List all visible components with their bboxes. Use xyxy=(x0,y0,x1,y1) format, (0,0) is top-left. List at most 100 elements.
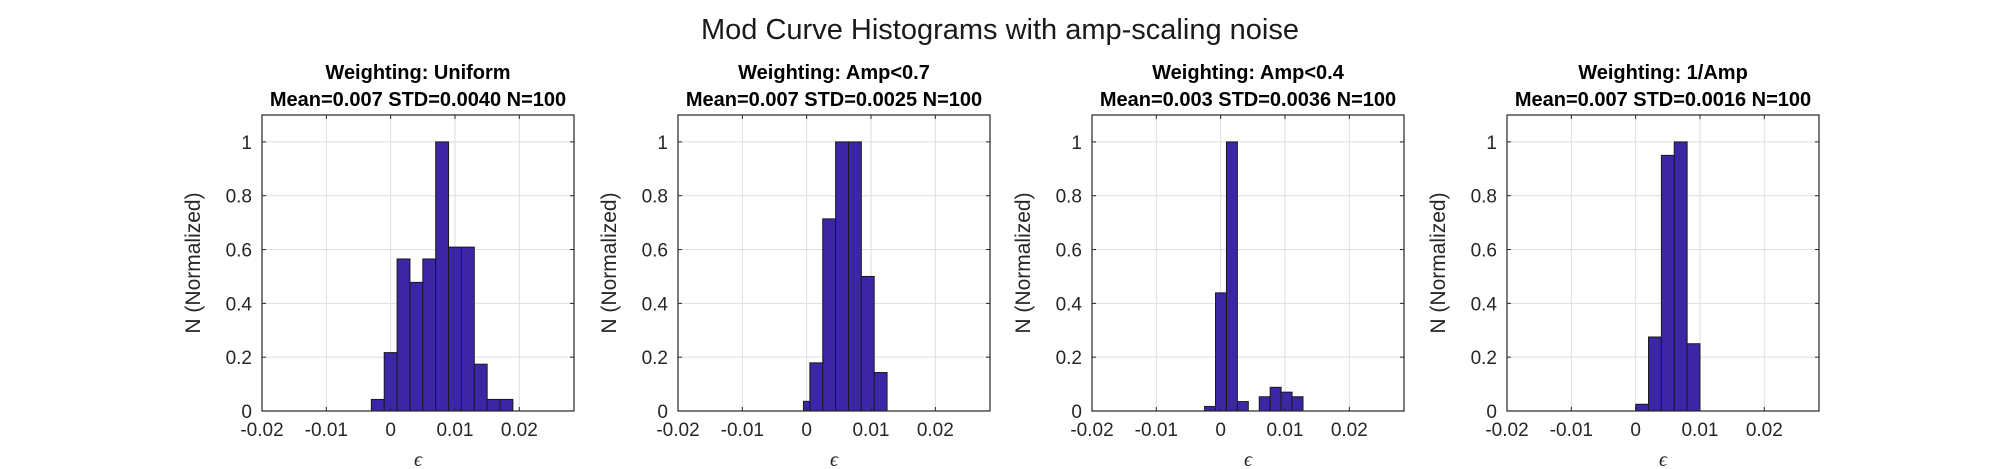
histogram-panel-4: -0.02 -0.01 0 0.01 0.02 0 0.2 0.4 0.6 0.8 1 Weighti… xyxy=(1427,62,1820,469)
x-tick-label: -0.01 xyxy=(721,420,764,441)
histogram-bar xyxy=(370,398,385,412)
y-tick-label: 0.6 xyxy=(226,241,252,262)
axes-box xyxy=(1091,114,1405,412)
histogram-bar xyxy=(396,258,411,412)
y-axis-label: N (Normalized) xyxy=(1012,192,1035,333)
x-tick-label: -0.01 xyxy=(1135,420,1178,441)
histogram-bar xyxy=(873,372,888,412)
histogram-bar xyxy=(409,281,424,412)
histogram-bar xyxy=(1280,391,1293,412)
panel-stats: Mean=0.007 STD=0.0025 N=100 xyxy=(686,89,982,111)
y-tick-label: 0.8 xyxy=(226,187,252,208)
x-axis-label: ϵ xyxy=(414,449,423,469)
histogram-bar xyxy=(1236,401,1249,412)
y-tick-label: 0.4 xyxy=(1471,294,1498,315)
y-tick-label: 0 xyxy=(1486,402,1497,423)
panel-title: Weighting: Uniform xyxy=(325,62,510,84)
axes-box xyxy=(1506,114,1820,412)
y-axis-label: N (Normalized) xyxy=(1427,192,1450,333)
histogram-bar xyxy=(460,246,475,412)
histogram-bar xyxy=(1204,405,1217,412)
x-tick-label: -0.01 xyxy=(1550,420,1593,441)
x-tick-label: 0.01 xyxy=(852,420,889,441)
x-axis-label: ϵ xyxy=(1659,449,1668,469)
panel-stats: Mean=0.007 STD=0.0016 N=100 xyxy=(1515,89,1811,111)
y-tick-label: 0.6 xyxy=(1471,241,1497,262)
y-tick-label: 0.6 xyxy=(642,241,668,262)
histogram-bar xyxy=(809,362,824,412)
y-axis-label: N (Normalized) xyxy=(182,192,205,333)
x-axis-label: ϵ xyxy=(830,449,839,469)
histogram-bar xyxy=(486,398,501,412)
x-tick-label: 0 xyxy=(801,420,812,441)
y-tick-label: 0 xyxy=(241,402,252,423)
x-tick-label: 0.02 xyxy=(917,420,954,441)
y-tick-label: 1 xyxy=(1071,133,1082,154)
x-tick-label: 0.02 xyxy=(1331,420,1368,441)
axes-box xyxy=(261,114,575,412)
y-tick-label: 0.8 xyxy=(1056,187,1082,208)
panel-stats: Mean=0.007 STD=0.0040 N=100 xyxy=(270,89,566,111)
y-axis-label: N (Normalized) xyxy=(598,192,621,333)
histogram-bar xyxy=(822,218,837,412)
figure-title: Mod Curve Histograms with amp-scaling no… xyxy=(701,14,1299,46)
histogram-bar xyxy=(1660,154,1675,412)
histogram-bar xyxy=(847,141,862,412)
histogram-bar xyxy=(383,352,398,412)
histogram-bar xyxy=(435,141,450,412)
panel-title: Weighting: 1/Amp xyxy=(1578,62,1748,84)
histogram-panel-1: -0.02 -0.01 0 0.01 0.02 0 0.2 0.4 0.6 0.8 1 Weighti… xyxy=(182,62,575,469)
y-tick-label: 0 xyxy=(657,402,668,423)
histogram-bar xyxy=(1648,336,1662,412)
axes-box xyxy=(677,114,991,412)
x-tick-label: 0.01 xyxy=(1266,420,1303,441)
y-tick-label: 0.8 xyxy=(642,187,668,208)
y-tick-label: 1 xyxy=(657,133,668,154)
y-tick-label: 0 xyxy=(1071,402,1082,423)
histogram-bar xyxy=(1686,343,1701,412)
panel-title: Weighting: Amp<0.4 xyxy=(1152,62,1345,84)
x-tick-label: -0.02 xyxy=(1485,420,1528,441)
y-tick-label: 0.4 xyxy=(1056,294,1083,315)
histogram-bar xyxy=(1258,396,1271,412)
histogram-bar xyxy=(1225,141,1238,412)
histogram-panel-2: -0.02 -0.01 0 0.01 0.02 0 0.2 0.4 0.6 0.8 1 Weighti… xyxy=(598,62,991,469)
x-axis-label: ϵ xyxy=(1244,449,1253,469)
histogram-bar xyxy=(1215,292,1227,412)
panels: -0.02 -0.01 0 0.01 0.02 0 0.2 0.4 0.6 0.8 1 Weighti… xyxy=(182,62,1820,469)
histogram-bar xyxy=(1635,403,1650,412)
x-tick-label: -0.02 xyxy=(1070,420,1113,441)
x-tick-label: -0.02 xyxy=(656,420,699,441)
x-tick-label: -0.01 xyxy=(305,420,348,441)
x-tick-label: 0.01 xyxy=(436,420,473,441)
histogram-bar xyxy=(1269,386,1282,412)
histogram-bar xyxy=(422,258,437,412)
histogram-bar xyxy=(835,141,849,412)
histogram-bar xyxy=(499,398,514,412)
histogram-bar xyxy=(1291,396,1304,412)
y-tick-label: 0.8 xyxy=(1471,187,1497,208)
x-tick-label: 0 xyxy=(1630,420,1641,441)
y-tick-label: 0.2 xyxy=(1056,348,1082,369)
y-tick-label: 0.4 xyxy=(226,294,253,315)
y-tick-label: 0.2 xyxy=(226,348,252,369)
y-tick-label: 0.2 xyxy=(1471,348,1497,369)
x-tick-label: 0.01 xyxy=(1681,420,1718,441)
y-tick-label: 1 xyxy=(241,133,252,154)
x-tick-label: -0.02 xyxy=(240,420,283,441)
histogram-bar xyxy=(1673,141,1688,412)
histogram-bar xyxy=(448,246,462,412)
plot-area xyxy=(1092,115,1404,411)
y-tick-label: 0.2 xyxy=(642,348,668,369)
panel-title: Weighting: Amp<0.7 xyxy=(738,62,930,84)
y-tick-label: 0.6 xyxy=(1056,241,1082,262)
y-tick-label: 1 xyxy=(1486,133,1497,154)
histogram-bar xyxy=(860,275,875,412)
histogram-bar xyxy=(473,363,488,412)
x-tick-label: 0.02 xyxy=(1746,420,1783,441)
panel-stats: Mean=0.003 STD=0.0036 N=100 xyxy=(1100,89,1396,111)
y-tick-label: 0.4 xyxy=(642,294,669,315)
x-tick-label: 0.02 xyxy=(501,420,538,441)
